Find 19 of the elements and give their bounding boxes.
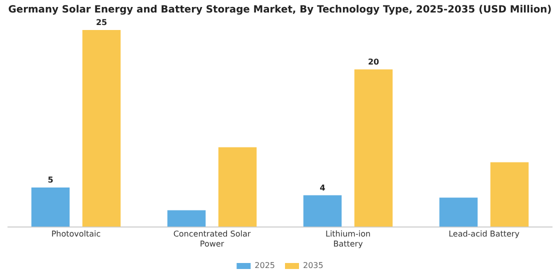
x-tick-label: Lithium-ion Battery [325,230,371,248]
bar [82,30,121,227]
bar [354,69,393,227]
data-label: 25 [96,18,108,28]
bar [490,162,529,227]
data-label: 4 [320,183,326,192]
legend-label: 2035 [303,261,324,270]
data-label: 20 [368,57,380,66]
bar [167,210,206,227]
legend-label: 2025 [254,261,275,270]
x-tick-label: Photovoltaic [51,230,101,239]
data-label: 5 [48,176,54,185]
bar [303,195,342,227]
x-tick-label: Concentrated Solar Power [173,230,252,248]
chart-title: Germany Solar Energy and Battery Storage Market, By Technology Type, 2025-2035 (USD Million) [8,4,552,16]
x-tick-label: Lead-acid Battery [448,230,520,239]
bar [31,187,70,227]
bar [218,147,257,227]
bar [439,198,478,227]
